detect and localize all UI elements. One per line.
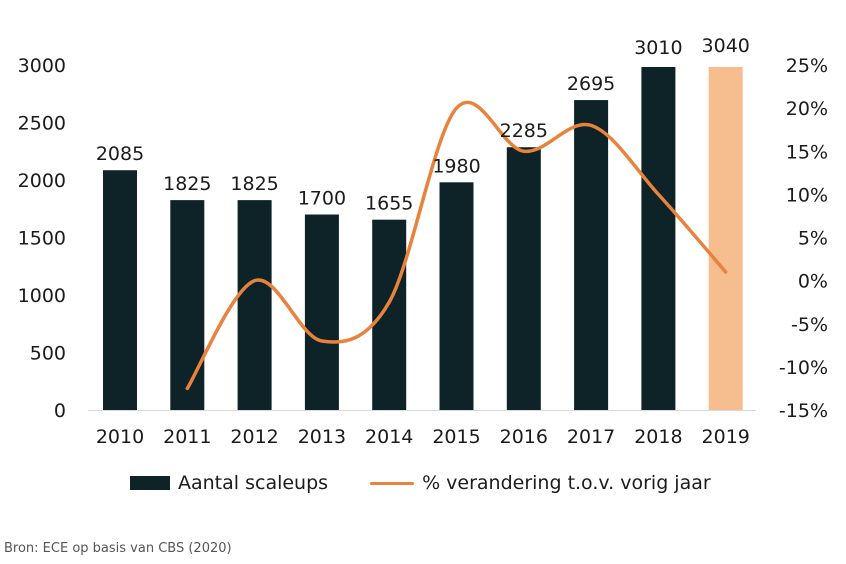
chart: 2085 1825 1825 1700 1655 1980 2285 2695 3010 3040… [18, 35, 828, 448]
y-left-tick: 0 [54, 400, 66, 422]
y-right-tick: 25% [786, 55, 828, 77]
y-right-tick: -15% [779, 400, 828, 422]
y-right-tick: 5% [798, 228, 828, 250]
data-label-2019: 3040 [702, 35, 750, 57]
x-tick: 2012 [230, 426, 278, 448]
y-left-tick: 2000 [18, 170, 66, 192]
bar-2013 [304, 214, 339, 410]
bar-2014 [372, 219, 407, 410]
y-right-tick: 0% [798, 271, 828, 293]
legend-swatch-line [370, 481, 415, 485]
x-tick: 2014 [365, 426, 413, 448]
y-right-tick: 10% [786, 184, 828, 206]
x-tick: 2017 [567, 426, 615, 448]
y-right-tick: 15% [786, 141, 828, 163]
bar-2015 [439, 182, 474, 410]
bar-2010 [103, 170, 137, 410]
y-right-tick: -10% [779, 357, 828, 379]
legend-label-line: % verandering t.o.v. vorig jaar [422, 472, 711, 494]
legend: Aantal scaleups % verandering t.o.v. vor… [130, 470, 711, 496]
data-label-2018: 3010 [634, 37, 682, 59]
bar-2018 [641, 67, 676, 410]
x-tick: 2019 [702, 426, 750, 448]
data-label-2013: 1700 [298, 188, 346, 210]
y-left-tick: 500 [30, 343, 66, 365]
y-left-tick: 1000 [18, 285, 66, 307]
y-right-tick: -5% [791, 314, 828, 336]
data-label-2011: 1825 [163, 173, 211, 195]
bar-2016 [506, 147, 541, 410]
y-left-tick: 3000 [18, 55, 66, 77]
data-label-2017: 2695 [567, 73, 615, 95]
x-tick: 2015 [432, 426, 480, 448]
x-tick: 2010 [96, 426, 144, 448]
data-label-2014: 1655 [365, 193, 413, 215]
source-note: Bron: ECE op basis van CBS (2020) [4, 541, 232, 556]
data-label-2016: 2285 [500, 120, 548, 142]
bar-2011 [170, 200, 205, 410]
x-tick: 2011 [163, 426, 211, 448]
y-left-tick: 1500 [18, 228, 66, 250]
legend-swatch-bars [130, 476, 170, 490]
x-tick: 2016 [500, 426, 548, 448]
line-series-pct-change [185, 100, 728, 391]
data-label-2015: 1980 [432, 155, 480, 177]
bar-2017 [574, 100, 609, 410]
data-label-2010: 2085 [96, 143, 144, 165]
legend-label-bars: Aantal scaleups [178, 472, 329, 494]
bar-2019 [708, 67, 743, 410]
data-label-2012: 1825 [230, 173, 278, 195]
y-right-tick: 20% [786, 98, 828, 120]
y-left-tick: 2500 [18, 113, 66, 135]
x-tick: 2018 [634, 426, 682, 448]
x-tick: 2013 [298, 426, 346, 448]
bar-2012 [237, 200, 272, 410]
